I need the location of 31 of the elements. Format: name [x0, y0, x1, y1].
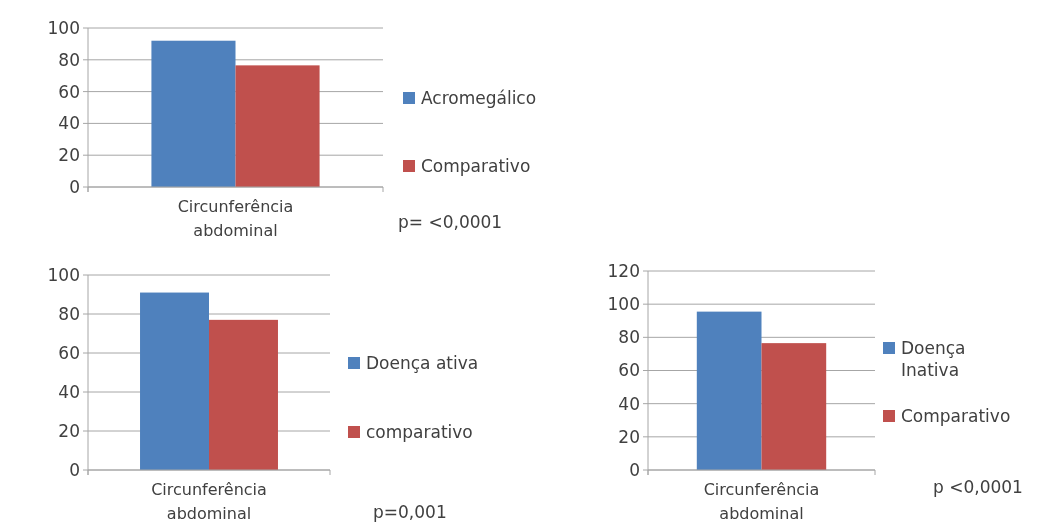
- y-tick-label: 100: [47, 17, 80, 38]
- y-tick-label: 60: [618, 360, 640, 381]
- y-tick-label: 40: [58, 381, 80, 402]
- y-tick-label: 100: [47, 264, 80, 285]
- y-tick-label: 120: [607, 260, 640, 281]
- text: p <0,0001: [933, 477, 1023, 497]
- y-tick-label: 60: [58, 342, 80, 363]
- y-tick-label: 80: [58, 303, 80, 324]
- x-tick-label: Circunferência abdominal: [151, 480, 267, 522]
- y-tick-label: 80: [618, 327, 640, 348]
- legend-label: Comparativo: [901, 405, 1011, 426]
- text: p=0,001: [373, 502, 447, 522]
- legend-label: Comparativo: [421, 155, 531, 176]
- y-tick-label: 0: [69, 176, 80, 197]
- legend-label: Doença ativa: [366, 352, 479, 373]
- y-tick-label: 60: [58, 81, 80, 102]
- legend-label: Acromegálico: [421, 87, 537, 108]
- y-tick-label: 20: [618, 426, 640, 447]
- y-tick-label: 0: [629, 459, 640, 480]
- y-tick-label: 100: [607, 294, 640, 315]
- y-tick-label: 20: [58, 145, 80, 166]
- x-tick-label: Circunferência abdominal: [177, 197, 294, 240]
- y-tick-label: 40: [58, 113, 80, 134]
- y-tick-label: 80: [58, 49, 80, 70]
- legend-label: comparativo: [366, 421, 473, 442]
- text: p= <0,0001: [398, 212, 503, 232]
- legend-label: Doença Inativa: [901, 337, 966, 380]
- y-tick-label: 0: [69, 459, 80, 480]
- y-tick-label: 40: [618, 393, 640, 414]
- x-tick-label: Circunferência abdominal: [703, 480, 820, 522]
- y-tick-label: 20: [58, 420, 80, 441]
